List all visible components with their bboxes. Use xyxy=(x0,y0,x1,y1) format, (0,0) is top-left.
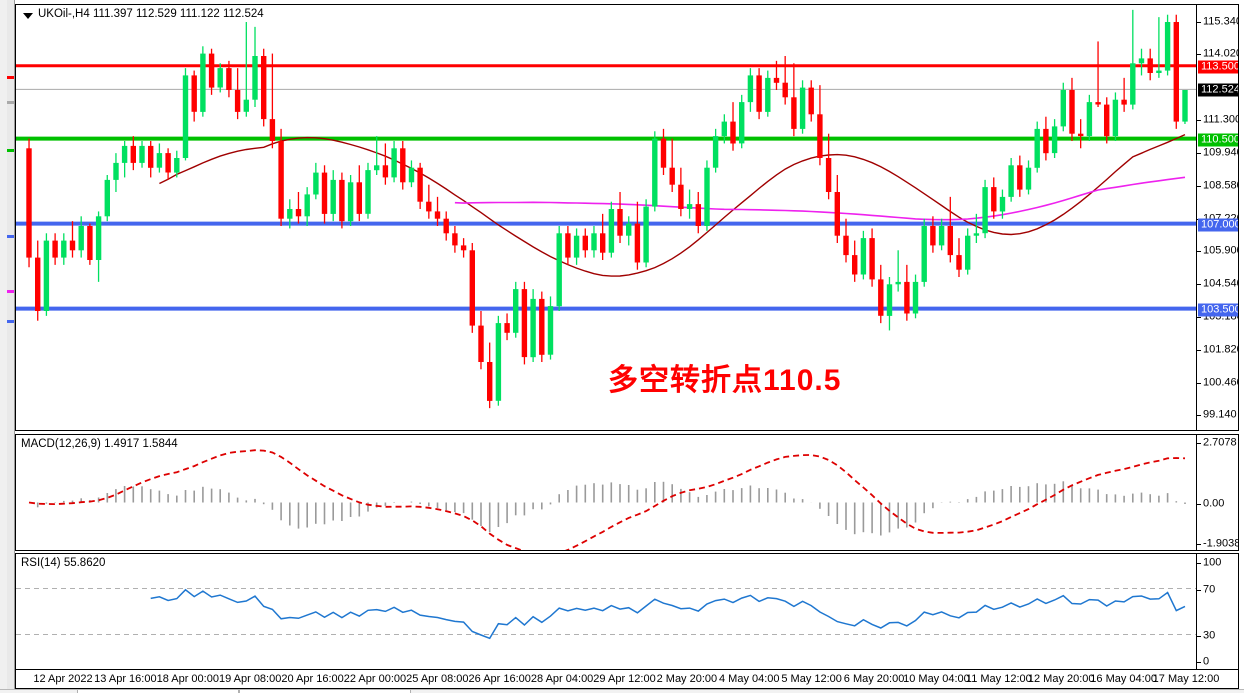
price-axis-tick xyxy=(1197,120,1201,122)
rsi-pane-title: RSI(14) 55.8620 xyxy=(21,557,106,569)
price-axis-label: 101.820 xyxy=(1203,343,1239,356)
time-axis-label: 16 May 04:00 xyxy=(1090,673,1157,685)
chart-annotation-text: 多空转折点110.5 xyxy=(608,364,842,397)
price-axis-tick xyxy=(1197,22,1201,24)
time-axis-label: 4 May 04:00 xyxy=(718,673,780,685)
price-chart-pane[interactable]: UKOil-,H4 111.397 112.529 111.122 112.52… xyxy=(15,4,1239,431)
rsi-axis-label: 100 xyxy=(1203,556,1222,569)
macd-axis-tick xyxy=(1197,443,1201,444)
taskbar-tab-1[interactable] xyxy=(77,690,239,693)
macd-plot-area[interactable] xyxy=(16,435,1198,550)
macd-axis-tick xyxy=(1197,503,1201,505)
level-tick-107000 xyxy=(7,235,14,238)
time-axis-label: 11 May 12:00 xyxy=(965,673,1032,685)
time-axis-label: 18 Apr 00:00 xyxy=(156,673,219,685)
rsi-axis-tick xyxy=(1197,589,1201,591)
time-axis-label: 5 May 12:00 xyxy=(781,673,842,685)
price-axis-label: 111.300 xyxy=(1203,113,1239,126)
level-tick-ma xyxy=(7,290,14,293)
time-axis-label: 25 Apr 08:00 xyxy=(406,673,469,685)
time-axis-label: 20 Apr 16:00 xyxy=(281,673,344,685)
price-marker-support-level[interactable]: 107.000 xyxy=(1198,218,1238,232)
price-axis-label: 104.540 xyxy=(1203,277,1239,290)
rsi-axis-tick xyxy=(1197,635,1201,637)
time-axis-label: 13 Apr 16:00 xyxy=(94,673,157,685)
rsi-axis-label: 30 xyxy=(1203,629,1216,641)
price-axis-label: 105.900 xyxy=(1203,244,1239,257)
price-axis-tick xyxy=(1197,153,1201,155)
rsi-axis-tick xyxy=(1197,662,1201,663)
time-axis-label: 17 May 12:00 xyxy=(1152,673,1220,685)
taskbar-tab-2[interactable] xyxy=(239,690,411,693)
window-taskbar xyxy=(0,689,1244,693)
macd-axis-label: 0.00 xyxy=(1203,497,1225,510)
price-axis-tick xyxy=(1197,317,1201,319)
macd-axis-tick xyxy=(1197,544,1201,545)
rsi-axis[interactable]: 100 70 30 0 xyxy=(1196,554,1238,669)
rsi-axis-tick xyxy=(1197,563,1201,564)
price-axis-label: 109.940 xyxy=(1203,146,1239,159)
macd-pane[interactable]: MACD(12,26,9) 1.4917 1.5844 2.7078 0.00 -1… xyxy=(15,434,1239,551)
caret-down-icon[interactable] xyxy=(23,13,33,19)
macd-axis[interactable]: 2.7078 0.00 -1.9038 xyxy=(1196,435,1238,550)
macd-pane-title: MACD(12,26,9) 1.4917 1.5844 xyxy=(21,438,178,450)
time-axis-label: 6 May 20:00 xyxy=(843,673,905,685)
price-axis-label: 103.180 xyxy=(1203,310,1239,323)
price-axis-tick xyxy=(1197,383,1201,385)
rsi-pane[interactable]: RSI(14) 55.8620 100 70 30 0 xyxy=(15,553,1239,670)
price-axis[interactable]: 115.340114.020111.300109.940108.580107.2… xyxy=(1196,5,1238,430)
time-axis-label: 29 Apr 12:00 xyxy=(593,673,656,685)
price-axis-label: 115.340 xyxy=(1203,15,1239,28)
macd-axis-label: -1.9038 xyxy=(1203,537,1239,550)
time-axis-label: 12 May 20:00 xyxy=(1027,673,1095,685)
price-axis-tick xyxy=(1197,415,1201,417)
rsi-axis-label: 0 xyxy=(1203,655,1210,668)
time-axis-label: 26 Apr 16:00 xyxy=(468,673,531,685)
time-axis-label: 2 May 20:00 xyxy=(656,673,718,685)
price-marker-pivot-level[interactable]: 110.500 xyxy=(1198,133,1238,147)
price-marker-support-level[interactable]: 103.500 xyxy=(1198,303,1238,317)
price-axis-tick xyxy=(1197,284,1201,286)
rsi-axis-label: 70 xyxy=(1203,583,1216,595)
time-axis-label: 28 Apr 04:00 xyxy=(530,673,594,685)
rsi-plot-area[interactable] xyxy=(16,554,1198,669)
chart-level-strip[interactable] xyxy=(7,0,15,693)
price-axis-tick xyxy=(1197,350,1201,352)
rsi-series xyxy=(16,588,1198,640)
price-axis-label: 100.460 xyxy=(1203,376,1239,389)
level-tick-110500 xyxy=(7,149,14,152)
price-axis-tick xyxy=(1197,54,1201,56)
level-tick-103500 xyxy=(7,320,14,323)
level-tick-112524 xyxy=(7,101,14,104)
time-axis-label: 10 May 04:00 xyxy=(903,673,970,685)
candlestick-series xyxy=(16,9,1198,409)
level-tick-113500 xyxy=(7,76,14,79)
time-axis[interactable]: 12 Apr 2022 13 Apr 16:00 18 Apr 00:00 19 Ap… xyxy=(15,670,1239,689)
time-axis-label: 12 Apr 2022 xyxy=(33,673,93,685)
price-axis-label: 99.140 xyxy=(1203,408,1237,421)
price-axis-label: 114.020 xyxy=(1203,47,1239,60)
price-axis-tick xyxy=(1197,251,1201,253)
time-axis-label: 19 Apr 08:00 xyxy=(218,673,282,685)
macd-axis-label: 2.7078 xyxy=(1203,436,1237,449)
price-plot-area[interactable] xyxy=(16,5,1198,430)
time-axis-label: 22 Apr 00:00 xyxy=(343,673,407,685)
price-marker-last-price[interactable]: 112.524 xyxy=(1198,83,1238,97)
price-axis-tick xyxy=(1197,186,1201,188)
price-axis-label: 108.580 xyxy=(1203,179,1239,192)
price-marker-resistance-level[interactable]: 113.500 xyxy=(1198,60,1238,74)
macd-series xyxy=(28,449,1186,550)
price-pane-title: UKOil-,H4 111.397 112.529 111.122 112.52… xyxy=(38,8,264,20)
